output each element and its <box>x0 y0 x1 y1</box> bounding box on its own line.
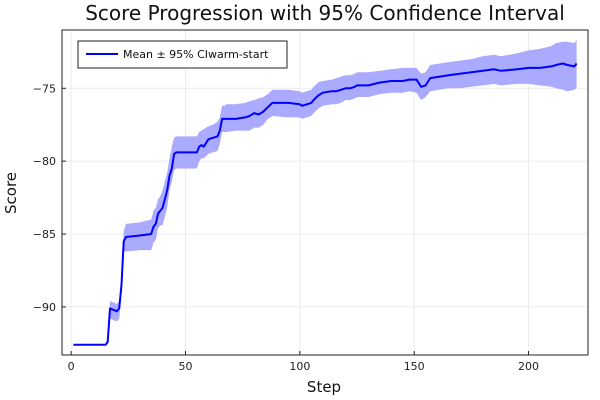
y-tick-label: −85 <box>33 228 56 241</box>
x-tick-label: 150 <box>404 360 425 373</box>
y-tick-label: −75 <box>33 82 56 95</box>
x-tick-label: 0 <box>68 360 75 373</box>
y-tick-label: −80 <box>33 155 56 168</box>
x-tick-label: 200 <box>518 360 539 373</box>
chart-title: Score Progression with 95% Confidence In… <box>85 1 565 25</box>
legend-label: Mean ± 95% CIwarm-start <box>123 48 269 61</box>
legend: Mean ± 95% CIwarm-start <box>77 40 288 69</box>
x-axis-ticks: 0 50 100 150 200 <box>68 351 539 373</box>
y-axis-ticks: −90 −85 −80 −75 <box>33 82 66 314</box>
plot-frame <box>61 29 589 356</box>
x-axis-title: Step <box>307 378 341 396</box>
y-axis-title: Score <box>2 172 20 214</box>
mean-line <box>73 62 578 346</box>
y-tick-label: −90 <box>33 301 56 314</box>
x-tick-label: 50 <box>178 360 192 373</box>
x-tick-label: 100 <box>289 360 310 373</box>
confidence-band <box>73 40 577 345</box>
